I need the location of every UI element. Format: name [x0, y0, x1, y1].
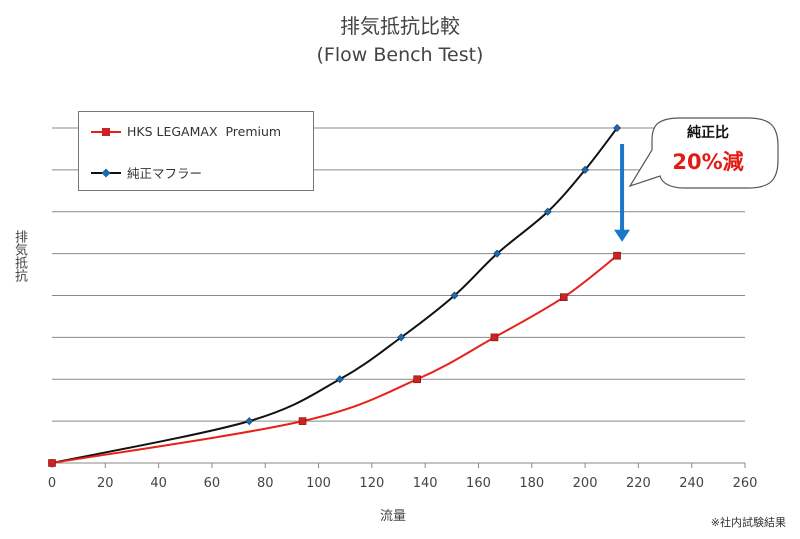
data-point: [543, 207, 552, 216]
data-point: [48, 459, 56, 467]
legend-swatch-stock: [91, 167, 121, 179]
x-tick-label: 20: [97, 476, 114, 491]
x-tick-label: 100: [306, 476, 331, 491]
x-tick-label: 40: [150, 476, 167, 491]
series-layer: [48, 124, 622, 467]
annotation-callout: [614, 117, 779, 242]
data-point: [245, 417, 254, 426]
legend-label-hks: HKS LEGAMAX Premium: [127, 124, 282, 139]
x-tick-label: 160: [466, 476, 491, 491]
callout-line1: 純正比: [687, 125, 729, 141]
x-tick-labels: 0 20 40 60 80 100 120 140 160 180 200 220 240 260: [48, 476, 758, 491]
data-point: [581, 165, 590, 174]
y-axis-label: 排気抵抗: [12, 230, 27, 282]
data-point: [413, 375, 421, 384]
callout-text: 純正比 20%減: [656, 122, 760, 176]
series-line-1: [51, 127, 618, 464]
x-tick-label: 120: [359, 476, 384, 491]
x-tick-label: 80: [257, 476, 274, 491]
chart-title: 排気抵抗比較: [340, 14, 460, 38]
x-axis-label: 流量: [380, 509, 407, 524]
axes: [51, 462, 746, 468]
x-tick-label: 140: [413, 476, 438, 491]
legend-label-stock: 純正マフラー: [127, 166, 203, 181]
x-tick-label: 60: [204, 476, 221, 491]
x-tick-label: 200: [573, 476, 598, 491]
x-tick-label: 260: [733, 476, 758, 491]
legend: HKS LEGAMAX Premium 純正マフラー: [78, 111, 314, 191]
legend-item-stock: 純正マフラー: [91, 163, 202, 182]
data-point: [490, 333, 499, 342]
data-point: [335, 375, 344, 384]
x-tick-label: 0: [48, 476, 56, 491]
x-tick-label: 220: [626, 476, 651, 491]
series-line-0: [51, 254, 618, 464]
data-point: [298, 417, 307, 425]
data-point: [397, 333, 406, 342]
x-tick-label: 240: [679, 476, 704, 491]
data-point: [493, 249, 502, 258]
data-point: [613, 251, 621, 260]
chart-subtitle: (Flow Bench Test): [316, 44, 484, 66]
legend-swatch-hks: [91, 126, 121, 138]
data-point: [450, 291, 459, 300]
x-tick-label: 180: [519, 476, 544, 491]
footnote: ※社内試験結果: [710, 516, 786, 529]
legend-item-hks: HKS LEGAMAX Premium: [91, 124, 281, 139]
data-point: [613, 124, 622, 132]
callout-line2: 20%減: [672, 150, 744, 174]
speech-bubble: [628, 117, 779, 189]
data-point: [559, 293, 568, 301]
reduction-arrow-head: [614, 229, 631, 242]
